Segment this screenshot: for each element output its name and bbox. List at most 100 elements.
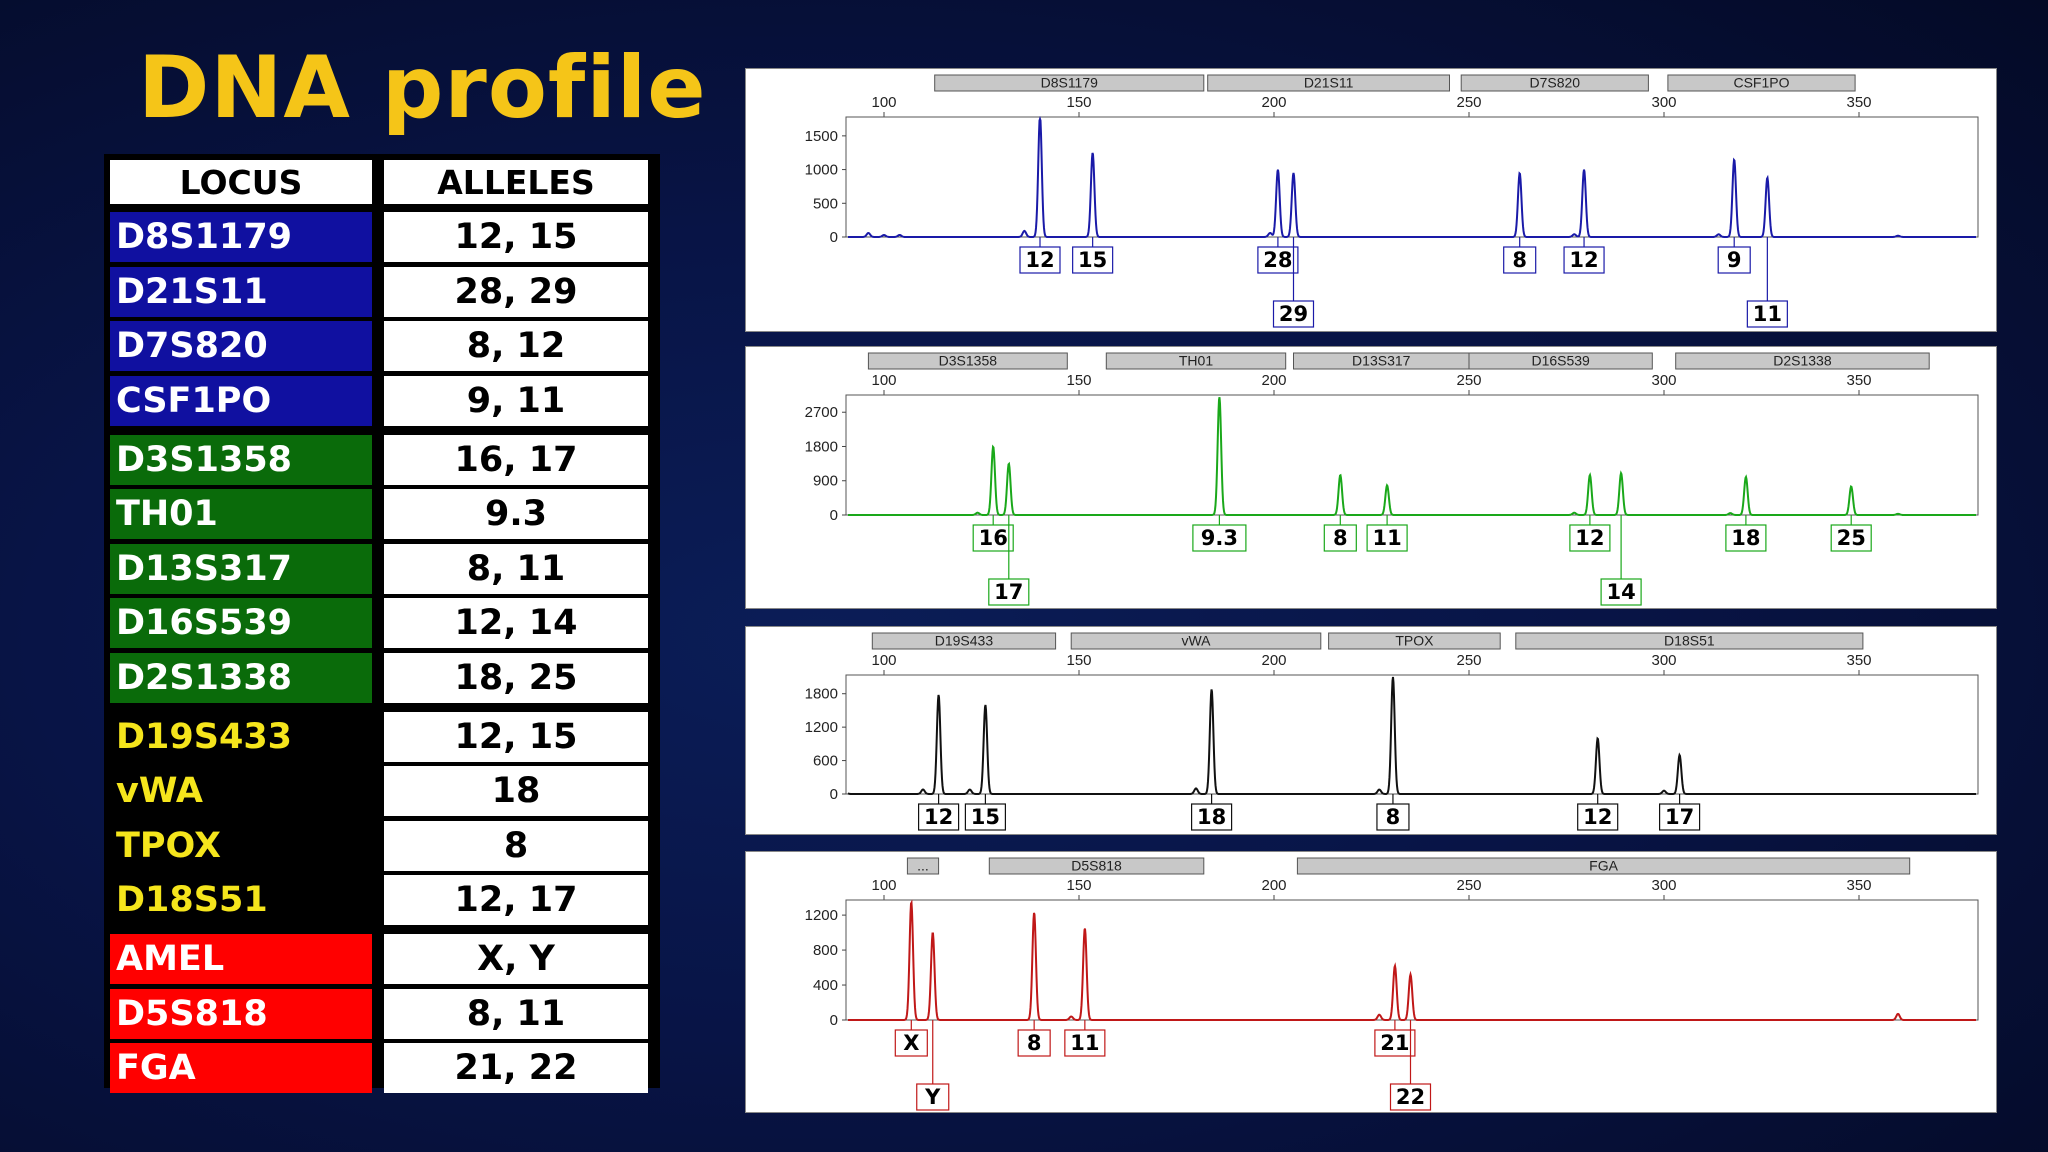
alleles-cell: 16, 17 [384, 434, 648, 485]
allele-label-box [1376, 803, 1410, 831]
trace-line [847, 676, 1976, 795]
header-locus: LOCUS [110, 160, 372, 204]
locus-table: LOCUS ALLELES D8S1179 12, 15 D21S11 28, 29 D… [104, 154, 660, 1093]
allele-label: 17 [994, 580, 1023, 604]
allele-label-box [1717, 246, 1751, 274]
allele-label-box [894, 1029, 928, 1057]
allele-label-box [1272, 300, 1315, 328]
locus-bar [1328, 632, 1501, 650]
locus-bar [1070, 632, 1322, 650]
allele-label: 25 [1837, 526, 1866, 550]
locus-bar [1667, 74, 1856, 92]
x-tick-label: 100 [871, 652, 896, 669]
locus-bar [1468, 352, 1653, 370]
alleles-cell: 12, 15 [384, 212, 648, 262]
plot-frame [845, 899, 1979, 1021]
x-tick-label: 200 [1261, 652, 1286, 669]
trace-line [848, 899, 1976, 1021]
locus-cell: TPOX [110, 820, 372, 871]
alleles-cell: 8, 12 [384, 321, 648, 371]
locus-cell: FGA [110, 1043, 372, 1093]
allele-label: 18 [1197, 805, 1226, 829]
y-tick-label: 1000 [805, 162, 838, 179]
allele-label: 12 [1025, 248, 1054, 272]
locus-bar [1207, 74, 1451, 92]
locus-cell: D19S433 [110, 711, 372, 762]
allele-label-box [1563, 246, 1605, 274]
allele-label-box [1257, 246, 1299, 274]
locus-cell: CSF1PO [110, 375, 372, 426]
x-tick-label: 250 [1456, 372, 1481, 389]
locus-cell: vWA [110, 766, 372, 816]
y-tick-label: 1800 [805, 438, 838, 455]
allele-label: 15 [1078, 248, 1107, 272]
allele-label-box [918, 803, 960, 831]
plot-frame [845, 674, 1979, 795]
x-tick-label: 250 [1456, 94, 1481, 111]
alleles-cell: 12, 17 [384, 875, 648, 925]
allele-label-box [1725, 524, 1767, 552]
locus-bar-label: vWA [1181, 633, 1211, 649]
locus-bar-label: D2S1338 [1773, 353, 1832, 369]
allele-label-box [1192, 524, 1247, 552]
allele-label-box [1600, 578, 1642, 606]
allele-label: 11 [1372, 526, 1401, 550]
alleles-cell: 21, 22 [384, 1043, 648, 1093]
x-tick-label: 150 [1066, 652, 1091, 669]
locus-bar [1515, 632, 1864, 650]
y-tick-label: 0 [830, 1012, 838, 1029]
locus-bar-label: D18S51 [1664, 633, 1715, 649]
locus-bar-label: D7S820 [1530, 75, 1581, 91]
locus-bar-label: D8S1179 [1041, 75, 1099, 91]
allele-label: 12 [924, 805, 953, 829]
locus-cell: D7S820 [110, 321, 372, 371]
header-alleles: ALLELES [384, 160, 648, 204]
locus-cell: TH01 [110, 489, 372, 539]
y-tick-label: 800 [813, 942, 838, 959]
electropherogram-chart: D19S433 vWA TPOX D18S51 100 150 200 250 300 350 0 6… [805, 632, 1979, 831]
locus-bar-label: TH01 [1179, 353, 1213, 369]
x-tick-label: 200 [1261, 877, 1286, 894]
alleles-cell: 28, 29 [384, 266, 648, 317]
allele-label-box [1389, 1083, 1432, 1111]
y-tick-label: 2700 [805, 404, 838, 421]
locus-cell: D16S539 [110, 598, 372, 648]
allele-label: 12 [1575, 526, 1604, 550]
allele-label-box [1017, 1029, 1051, 1057]
alleles-cell: 12, 15 [384, 711, 648, 762]
locus-bar-label: ... [917, 858, 929, 874]
trace-line [848, 115, 1976, 238]
allele-label: 29 [1279, 302, 1308, 326]
locus-bar [988, 857, 1205, 875]
x-tick-label: 350 [1846, 372, 1871, 389]
allele-label: 21 [1380, 1031, 1409, 1055]
x-tick-label: 150 [1066, 877, 1091, 894]
electropherogram-panels: D8S1179 D21S11 D7S820 CSF1PO 100 150 200 250 300… [745, 68, 1997, 1113]
allele-label: 14 [1606, 580, 1635, 604]
allele-label: X [903, 1031, 919, 1055]
allele-label-box [1577, 803, 1619, 831]
allele-label: 22 [1396, 1085, 1425, 1109]
y-tick-label: 0 [830, 786, 838, 803]
allele-label-box [1503, 246, 1537, 274]
y-tick-label: 1200 [805, 719, 838, 736]
alleles-cell: 12, 14 [384, 598, 648, 648]
allele-label-box [1830, 524, 1872, 552]
locus-cell: D5S818 [110, 988, 372, 1039]
locus-cell: D3S1358 [110, 434, 372, 485]
x-tick-label: 150 [1066, 94, 1091, 111]
locus-bar [871, 632, 1057, 650]
allele-label: Y [924, 1085, 941, 1109]
electropherogram-panel: D3S1358 TH01 D13S317 D16S539 D2S1338 100 150 20… [745, 346, 1997, 609]
y-tick-label: 1500 [805, 128, 838, 145]
locus-cell: D13S317 [110, 543, 372, 594]
allele-label-box [1746, 300, 1788, 328]
electropherogram-chart: ... D5S818 FGA 100 150 200 250 300 350 0 400 800 120… [805, 857, 1979, 1111]
locus-cell: D2S1338 [110, 652, 372, 703]
locus-bar [934, 74, 1205, 92]
plot-frame [845, 394, 1979, 516]
electropherogram-panel: D8S1179 D21S11 D7S820 CSF1PO 100 150 200 250 300… [745, 68, 1997, 332]
x-tick-label: 100 [871, 877, 896, 894]
allele-label: 15 [971, 805, 1000, 829]
